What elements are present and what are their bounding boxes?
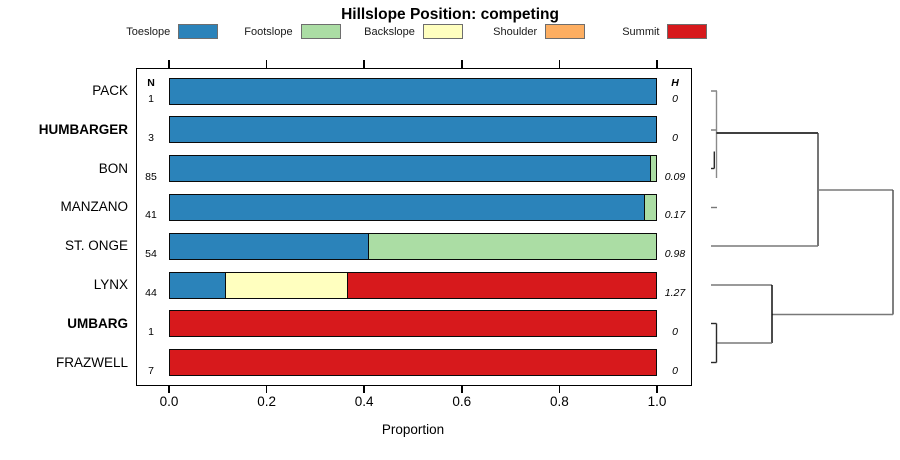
n-value: 85 bbox=[145, 170, 157, 183]
h-value: 0.98 bbox=[664, 248, 686, 261]
bar-segment-summit bbox=[170, 350, 656, 376]
bar-segment-toeslope bbox=[170, 272, 226, 298]
x-axis-tick-bottom bbox=[558, 385, 561, 393]
bar-segment-toeslope bbox=[170, 233, 368, 259]
h-value: 0.09 bbox=[664, 170, 686, 183]
n-value: 1 bbox=[148, 325, 154, 338]
legend: Toeslope Footslope Backslope Shoulder Summit bbox=[96, 24, 708, 39]
legend-item: Backslope bbox=[341, 24, 463, 39]
x-axis-tick-top bbox=[363, 60, 365, 68]
row-label: ST. ONGE bbox=[64, 238, 128, 254]
bar-segment-backslope bbox=[225, 272, 347, 298]
bar-segment-summit bbox=[170, 311, 656, 337]
h-value: 0 bbox=[672, 364, 678, 377]
h-value: 0 bbox=[672, 93, 678, 105]
legend-label: Toeslope bbox=[126, 25, 171, 38]
row-label: LYNX bbox=[93, 277, 128, 292]
x-axis-tick-label: 0.6 bbox=[452, 394, 472, 409]
x-axis-tick-bottom bbox=[265, 385, 268, 393]
x-axis-tick-bottom bbox=[363, 385, 365, 393]
stacked-bar bbox=[169, 271, 657, 299]
legend-item: Summit bbox=[585, 24, 708, 39]
stacked-bar bbox=[169, 349, 657, 377]
bar-segment-footslope bbox=[367, 233, 656, 259]
bar-segment-footslope bbox=[650, 156, 656, 182]
n-value: 44 bbox=[145, 287, 157, 299]
legend-swatch-toeslope bbox=[178, 24, 219, 39]
x-axis-tick-bottom bbox=[656, 385, 658, 393]
bar-segment-footslope bbox=[644, 194, 656, 220]
legend-swatch-shoulder bbox=[545, 24, 586, 39]
x-axis-tick-top bbox=[265, 60, 268, 68]
stacked-bar bbox=[169, 116, 657, 144]
n-value: 41 bbox=[145, 209, 157, 222]
legend-item: Shoulder bbox=[463, 24, 586, 39]
h-column-header: H bbox=[671, 77, 679, 89]
stacked-bar bbox=[169, 232, 657, 260]
bar-segment-toeslope bbox=[170, 156, 651, 182]
stacked-bar bbox=[169, 77, 657, 105]
legend-item: Toeslope bbox=[96, 24, 219, 39]
row-label: FRAZWELL bbox=[55, 354, 128, 370]
n-value: 7 bbox=[148, 364, 154, 377]
x-axis-tick-top bbox=[168, 60, 170, 68]
h-value: 0.17 bbox=[664, 209, 686, 222]
bar-segment-summit bbox=[346, 272, 656, 298]
legend-label: Backslope bbox=[364, 25, 415, 38]
legend-label: Summit bbox=[622, 25, 660, 38]
n-value: 3 bbox=[148, 131, 154, 144]
row-label: HUMBARGER bbox=[38, 121, 128, 137]
n-column-header: N bbox=[147, 77, 155, 89]
x-axis-tick-top bbox=[461, 60, 463, 68]
row-label: UMBARG bbox=[67, 315, 128, 331]
x-axis-tick-top bbox=[558, 60, 561, 68]
x-axis-title: Proportion bbox=[381, 422, 445, 437]
stacked-bar bbox=[169, 193, 657, 221]
bar-segment-toeslope bbox=[170, 78, 656, 104]
x-axis-tick-bottom bbox=[461, 385, 463, 393]
stacked-bar bbox=[169, 155, 657, 183]
legend-swatch-summit bbox=[667, 24, 708, 39]
legend-label: Shoulder bbox=[493, 25, 538, 38]
n-value: 1 bbox=[148, 93, 154, 105]
legend-swatch-backslope bbox=[422, 24, 463, 39]
x-axis-tick-label: 0.4 bbox=[354, 394, 374, 409]
stacked-bar bbox=[169, 310, 657, 338]
x-axis-tick-bottom bbox=[168, 385, 170, 393]
chart-title: Hillslope Position: competing bbox=[341, 6, 559, 23]
bar-segment-toeslope bbox=[170, 194, 645, 220]
x-axis-tick-label: 0.2 bbox=[257, 394, 276, 409]
n-value: 54 bbox=[145, 248, 157, 261]
x-axis-tick-label: 0.8 bbox=[550, 394, 569, 409]
h-value: 0 bbox=[672, 131, 678, 144]
x-axis-tick-label: 1.0 bbox=[647, 394, 667, 409]
h-value: 0 bbox=[672, 325, 678, 338]
row-label: PACK bbox=[92, 83, 128, 98]
h-value: 1.27 bbox=[664, 287, 686, 299]
x-axis-tick-label: 0.0 bbox=[159, 394, 179, 409]
row-label: BON bbox=[98, 160, 128, 176]
legend-item: Footslope bbox=[218, 24, 341, 39]
row-label: MANZANO bbox=[60, 199, 129, 215]
x-axis-tick-top bbox=[656, 60, 658, 68]
legend-label: Footslope bbox=[244, 25, 293, 38]
legend-swatch-footslope bbox=[300, 24, 341, 39]
bar-segment-toeslope bbox=[170, 117, 656, 143]
